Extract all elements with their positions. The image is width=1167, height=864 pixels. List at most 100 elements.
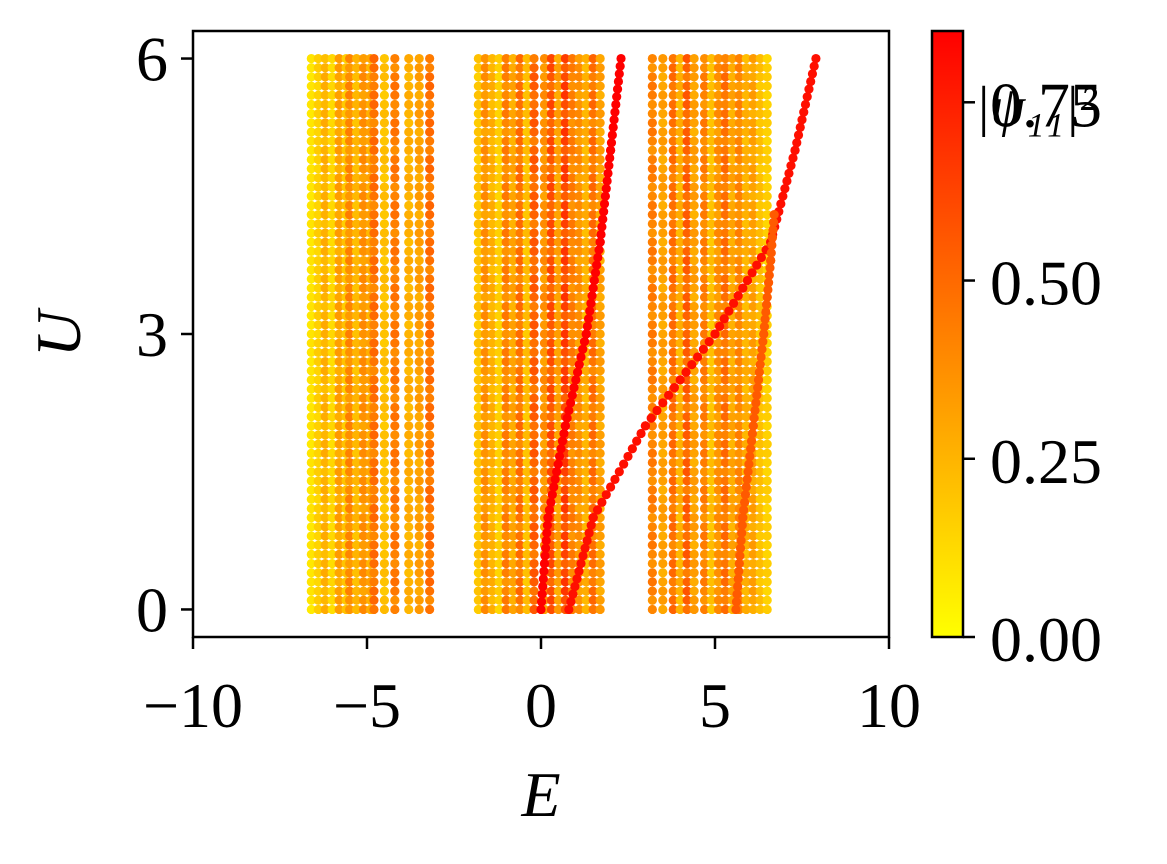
scatter-point bbox=[379, 586, 389, 596]
scatter-point bbox=[553, 292, 564, 302]
scatter-point bbox=[480, 136, 490, 146]
scatter-point bbox=[327, 109, 337, 119]
scatter-point bbox=[581, 375, 591, 385]
scatter-point bbox=[379, 274, 389, 284]
scatter-point bbox=[358, 540, 369, 550]
scatter-point bbox=[414, 531, 424, 541]
scatter-point bbox=[501, 577, 511, 587]
scatter-point bbox=[581, 81, 591, 91]
scatter-point bbox=[487, 347, 497, 357]
scatter-point bbox=[473, 476, 483, 486]
scatter-point bbox=[508, 81, 518, 91]
scatter-point bbox=[567, 228, 577, 238]
scatter-point bbox=[425, 265, 435, 275]
scatter-point bbox=[529, 586, 539, 596]
scatter-point bbox=[567, 448, 577, 458]
scatter-point bbox=[508, 136, 518, 146]
scatter-point bbox=[571, 375, 581, 385]
scatter-point bbox=[546, 145, 557, 155]
scatter-point bbox=[588, 237, 598, 247]
eigenvalue-branch bbox=[546, 53, 557, 615]
scatter-point bbox=[313, 531, 323, 541]
scatter-point bbox=[741, 164, 751, 174]
scatter-point bbox=[522, 154, 532, 165]
scatter-point bbox=[581, 366, 591, 376]
scatter-point bbox=[574, 476, 584, 486]
scatter-point bbox=[720, 265, 731, 275]
scatter-point bbox=[306, 311, 316, 321]
scatter-point bbox=[600, 191, 610, 201]
scatter-point bbox=[529, 292, 539, 302]
scatter-point bbox=[576, 558, 586, 569]
scatter-point bbox=[501, 127, 511, 137]
scatter-point bbox=[699, 513, 710, 523]
scatter-point bbox=[720, 522, 731, 532]
scatter-point bbox=[473, 540, 483, 550]
scatter-point bbox=[755, 568, 765, 578]
scatter-point bbox=[595, 90, 605, 100]
scatter-point bbox=[713, 503, 724, 514]
scatter-point bbox=[675, 283, 685, 293]
scatter-point bbox=[727, 338, 738, 348]
scatter-point bbox=[539, 566, 549, 576]
scatter-point bbox=[668, 522, 678, 532]
scatter-point bbox=[306, 191, 316, 201]
scatter-point bbox=[689, 375, 699, 385]
scatter-point bbox=[494, 145, 504, 155]
scatter-point bbox=[581, 503, 591, 514]
scatter-point bbox=[553, 540, 564, 550]
scatter-point bbox=[699, 531, 710, 541]
scatter-point bbox=[668, 246, 678, 256]
scatter-point bbox=[334, 81, 344, 91]
scatter-point bbox=[647, 311, 657, 321]
scatter-point bbox=[560, 72, 570, 82]
scatter-point bbox=[737, 528, 747, 538]
scatter-point bbox=[425, 448, 435, 458]
scatter-point bbox=[522, 246, 532, 256]
scatter-point bbox=[756, 252, 767, 263]
scatter-point bbox=[736, 535, 746, 546]
scatter-point bbox=[508, 457, 518, 468]
scatter-point bbox=[748, 595, 758, 605]
scatter-point bbox=[581, 586, 591, 596]
scatter-point bbox=[313, 246, 323, 256]
scatter-point bbox=[404, 72, 414, 82]
scatter-point bbox=[425, 549, 435, 559]
scatter-point bbox=[327, 476, 337, 486]
scatter-point bbox=[522, 90, 532, 100]
scatter-point bbox=[358, 191, 369, 201]
scatter-point bbox=[306, 577, 316, 587]
scatter-point bbox=[501, 384, 511, 394]
scatter-point bbox=[560, 522, 570, 532]
scatter-point bbox=[553, 402, 564, 413]
scatter-point bbox=[494, 421, 504, 431]
scatter-point bbox=[508, 164, 518, 174]
scatter-point bbox=[473, 164, 483, 174]
scatter-point bbox=[313, 558, 323, 569]
scatter-point bbox=[682, 439, 692, 449]
scatter-point bbox=[425, 99, 435, 110]
scatter-point bbox=[358, 513, 369, 523]
scatter-point bbox=[682, 577, 692, 587]
scatter-point bbox=[689, 549, 699, 559]
scatter-point bbox=[480, 191, 490, 201]
scatter-point bbox=[658, 311, 668, 321]
scatter-point bbox=[501, 210, 511, 220]
scatter-point bbox=[675, 568, 685, 578]
scatter-point bbox=[713, 237, 724, 247]
scatter-point bbox=[529, 503, 539, 514]
scatter-point bbox=[522, 347, 532, 357]
scatter-point bbox=[553, 72, 564, 82]
scatter-point bbox=[574, 439, 584, 449]
scatter-point bbox=[567, 53, 577, 64]
scatter-point bbox=[369, 457, 379, 468]
scatter-point bbox=[720, 127, 731, 137]
scatter-point bbox=[473, 430, 483, 440]
scatter-point bbox=[539, 393, 550, 403]
scatter-point bbox=[379, 99, 389, 110]
scatter-point bbox=[501, 219, 511, 229]
scatter-point bbox=[404, 366, 414, 376]
scatter-point bbox=[508, 228, 518, 238]
scatter-point bbox=[675, 457, 685, 468]
scatter-point bbox=[522, 292, 532, 302]
